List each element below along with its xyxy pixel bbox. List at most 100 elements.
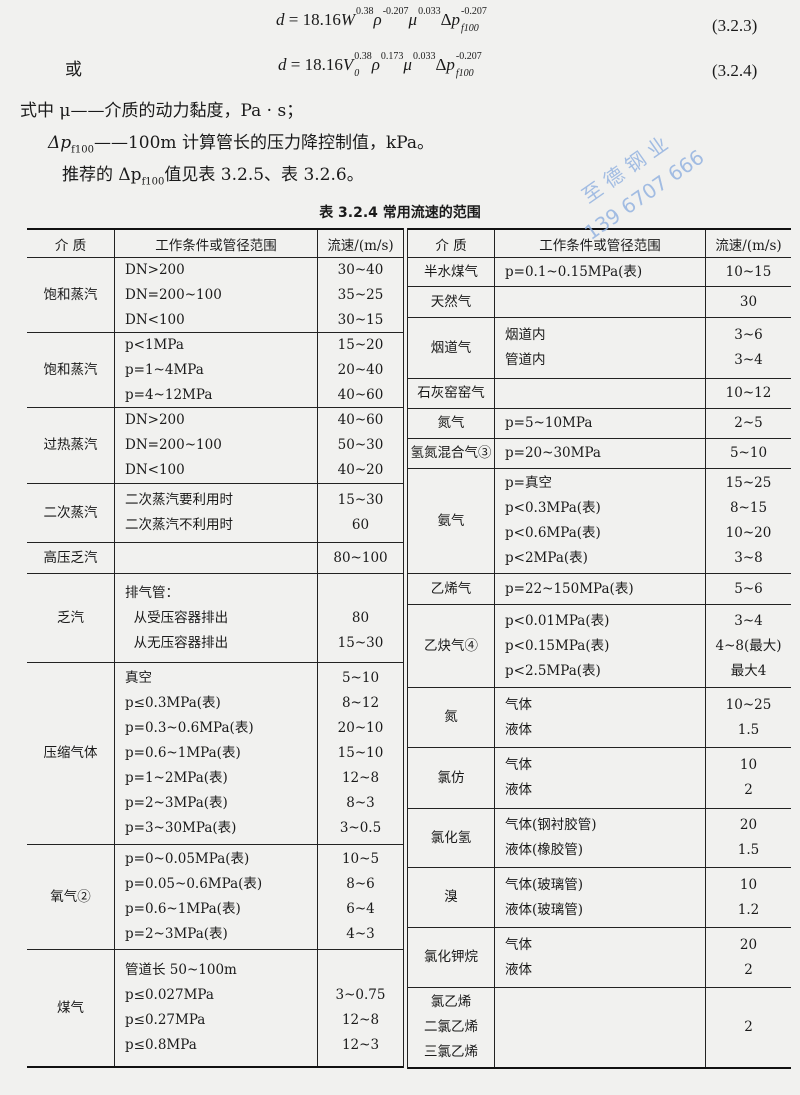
speed-cell: 5~6: [706, 574, 791, 604]
condition-cell: 烟道内 管道内: [495, 318, 706, 378]
condition-text: 气体: [505, 936, 532, 953]
table-row: 半水煤气 p=0.1~0.15MPa(表) 10~15: [408, 258, 791, 287]
condition-text: p<0.15MPa(表): [505, 637, 610, 654]
speed-cell: 15~25 8~15 10~20 3~8: [706, 469, 791, 573]
table-row: 压缩气体 真空 p≤0.3MPa(表) p=0.3~0.6MPa(表) p=0.6~1M…: [27, 663, 403, 845]
medium-cell: 氧气②: [27, 845, 115, 949]
speed-value: 2: [744, 782, 753, 798]
equation-number: (3.2.3): [712, 16, 758, 35]
condition-text: [125, 546, 317, 571]
subscript: [383, 24, 409, 34]
medium-cell: 煤气: [27, 950, 115, 1066]
formula-exponent: -0.207: [383, 7, 409, 34]
speed-cell: 10~15: [706, 258, 791, 286]
medium-cell: 压缩气体: [27, 663, 115, 844]
formula-exponent: 0.173: [381, 52, 404, 76]
condition-text: p=2~3MPa(表): [125, 926, 228, 942]
medium-cell: 饱和蒸汽: [27, 333, 115, 407]
speed-value: 8~6: [346, 876, 375, 892]
formula-term: ρ: [371, 55, 380, 74]
speed-cell: 3~0.75 12~8 12~3: [318, 950, 403, 1066]
medium-name: 氢氮混合气③: [410, 445, 492, 461]
medium-name: 半水煤气: [424, 263, 478, 280]
condition-text: p=20~30MPa: [505, 445, 601, 461]
medium-name: 饱和蒸汽: [43, 361, 98, 378]
speed-cell: 5~10: [706, 439, 791, 468]
speed-value: 10: [739, 757, 758, 773]
dp-symbol: Δp: [48, 133, 72, 153]
speed-cell: 30~40 35~25 30~15: [318, 258, 403, 332]
condition-cell: 排气管： 从受压容器排出 从无压容器排出: [115, 574, 318, 662]
medium-name: 乏汽: [57, 609, 84, 626]
medium-name: 天然气: [430, 293, 472, 310]
medium-cell: 高压乏汽: [27, 543, 115, 573]
table-row: 氯化氢 气体(钢衬胶管) 液体(橡胶管) 20 1.5: [408, 809, 791, 868]
definition-mu-text: 式中 μ——介质的动力黏度，Pa · s；: [20, 101, 304, 121]
condition-cell: 二次蒸汽要利用时 二次蒸汽不利用时: [115, 484, 318, 542]
speed-cell: 10~12: [706, 379, 791, 408]
speed-cell: 80~100: [318, 543, 403, 573]
subscript: f100: [461, 23, 479, 35]
table-caption: 表 3.2.4 常用流速的范围: [319, 205, 481, 221]
subscript: f100: [455, 68, 474, 80]
speed-value: 30~40: [337, 261, 384, 278]
condition-text: DN=200~100: [125, 437, 222, 453]
table-right-half: 介 质工作条件或管径范围 流速/(m/s) 半水煤气 p=0.1~0.15MPa(表)…: [407, 228, 791, 1069]
medium-cell: 溴: [408, 868, 495, 927]
speed-value: 8~12: [341, 695, 380, 711]
condition-cell: p=0.1~0.15MPa(表): [495, 258, 706, 286]
formula-2: d = 18.16V 0.38 0 ρ 0.173 μ 0.033 Δp -0.207 f10…: [278, 52, 482, 80]
formula-exponent: 0.033: [413, 52, 436, 79]
condition-text: 液体: [505, 782, 532, 798]
medium-cell: 过热蒸汽: [27, 408, 115, 483]
medium-name: 溴: [444, 889, 458, 905]
condition-cell: [495, 988, 706, 1067]
condition-text: p≤0.8MPa: [125, 1037, 197, 1053]
medium-name-line: 氯乙烯: [430, 994, 472, 1010]
table-row: 溴气体(玻璃管) 液体(玻璃管) 10 1.2: [408, 868, 791, 928]
superscript: -0.207: [461, 6, 487, 18]
speed-cell: 40~60 50~30 40~20: [318, 408, 403, 483]
formula-term: μ: [408, 10, 418, 29]
condition-text: p<0.6MPa(表): [505, 525, 601, 541]
subscript: [418, 24, 441, 34]
condition-text: p≤0.27MPa: [125, 1012, 206, 1028]
table-row: 氯乙烯 二氯乙烯 三氯乙烯 2: [408, 988, 791, 1069]
table-header-row: 介 质工作条件或管径范围 流速/(m/s): [408, 228, 791, 258]
speed-value: 10: [739, 876, 758, 893]
formula-exponent: 0.033: [418, 7, 441, 34]
medium-name-line: 二氯乙烯: [424, 1019, 478, 1035]
condition-cell: [495, 379, 706, 408]
table-row: 氮 气体 液体 10~25 1.5: [408, 688, 791, 748]
subscript: [413, 69, 436, 79]
condition-cell: DN>200 DN=200~100 DN<100: [115, 408, 318, 483]
header-cell: 工作条件或管径范围: [115, 230, 318, 257]
condition-cell: DN>200 DN=200~100 DN<100: [115, 258, 318, 332]
table-row: 煤气 管道长 50~100m p≤0.027MPa p≤0.27MPa p≤0.8MPa…: [27, 950, 403, 1068]
medium-cell: 烟道气: [408, 318, 495, 378]
table-left-half: 介 质工作条件或管径范围 流速/(m/s) 饱和蒸汽 DN>200 DN=200~100…: [27, 228, 404, 1068]
header-cell: 介 质: [27, 230, 115, 257]
speed-cell: 20 1.5: [706, 809, 791, 867]
medium-cell: 乏汽: [27, 574, 115, 662]
speed-cell: 30: [706, 287, 791, 317]
condition-text: p=5~10MPa: [505, 415, 593, 431]
condition-cell: p<0.01MPa(表) p<0.15MPa(表) p<2.5MPa(表): [495, 605, 706, 687]
formula-exponent: 0.38 0: [354, 52, 372, 79]
formula-term: Δ: [435, 55, 447, 74]
medium-cell: 饱和蒸汽: [27, 258, 115, 332]
table-header-row: 介 质工作条件或管径范围 流速/(m/s): [27, 228, 403, 258]
medium-name: 高压乏汽: [43, 549, 98, 566]
condition-text: DN<100: [125, 462, 185, 478]
table-row: 氢氮混合气③ p=20~30MPa 5~10: [408, 439, 791, 469]
condition-text: p=0.3~0.6MPa(表): [125, 720, 254, 736]
medium-name: 氮气: [437, 415, 465, 431]
speed-value: 80: [351, 609, 370, 626]
condition-text: [505, 290, 705, 315]
condition-text: p=0.1~0.15MPa(表): [505, 263, 643, 280]
speed-cell: 10~5 8~6 6~4 4~3: [318, 845, 403, 949]
medium-name: 氧气②: [50, 888, 91, 905]
formula-exponent: 0.38: [356, 7, 374, 31]
condition-text: p=0.05~0.6MPa(表): [125, 876, 263, 892]
medium-name: 氨气: [437, 512, 465, 529]
